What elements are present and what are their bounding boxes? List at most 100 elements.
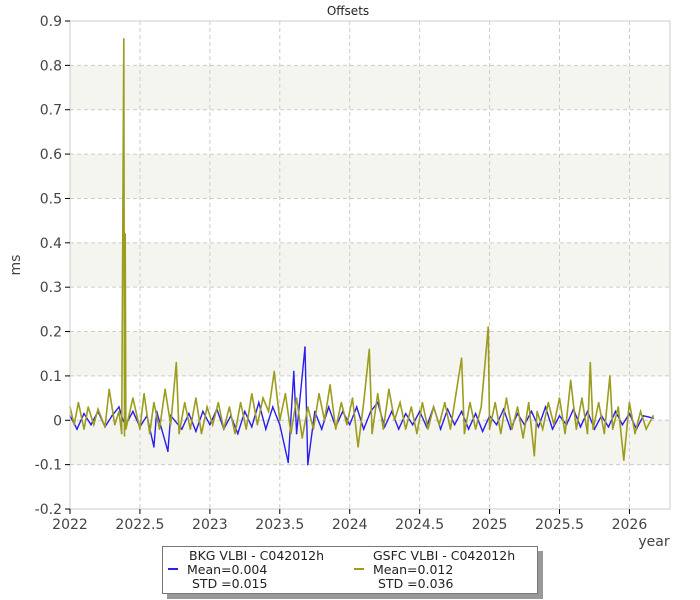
legend-swatch-bkg xyxy=(168,568,178,570)
data-point xyxy=(460,410,463,413)
x-tick-label: 2026 xyxy=(612,517,648,533)
data-point xyxy=(123,435,126,437)
data-point xyxy=(621,423,624,426)
data-point xyxy=(290,432,292,435)
data-point xyxy=(83,412,85,415)
data-point xyxy=(581,397,583,399)
data-point xyxy=(455,392,457,395)
data-point xyxy=(444,401,446,404)
data-point xyxy=(340,401,343,404)
data-point xyxy=(189,428,192,430)
data-point xyxy=(175,361,178,364)
y-tick-label: 0.9 xyxy=(40,14,62,30)
data-point xyxy=(617,406,620,408)
data-point xyxy=(245,428,248,430)
data-point xyxy=(597,401,600,404)
data-point xyxy=(122,419,124,422)
data-point xyxy=(183,401,186,404)
data-point xyxy=(258,401,260,404)
x-tick-label: 2023 xyxy=(192,517,228,533)
data-point xyxy=(306,406,309,408)
data-point xyxy=(553,423,555,426)
data-point xyxy=(623,459,625,462)
data-point xyxy=(113,423,116,426)
data-point xyxy=(522,437,524,439)
y-tick-label: 0.4 xyxy=(40,236,62,252)
data-point xyxy=(589,361,592,364)
y-axis-label: ms xyxy=(8,255,24,276)
chart-title: Offsets xyxy=(327,4,369,18)
series-line-bkg xyxy=(69,347,654,465)
y-tick-label: 0.2 xyxy=(40,325,62,341)
data-point xyxy=(323,419,326,422)
data-point xyxy=(639,410,642,413)
y-tick-label: -0.1 xyxy=(35,458,62,474)
data-point xyxy=(494,401,496,404)
data-point xyxy=(239,401,242,404)
data-point xyxy=(453,423,456,426)
data-point xyxy=(237,432,239,435)
data-point xyxy=(488,428,491,430)
data-point xyxy=(362,401,365,404)
x-tick-label: 2022.5 xyxy=(115,517,164,533)
data-point xyxy=(295,397,298,399)
data-point xyxy=(312,428,315,430)
data-point xyxy=(167,450,169,453)
x-tick-label: 2024.5 xyxy=(395,517,444,533)
y-tick-label: -0.2 xyxy=(35,502,62,518)
data-point xyxy=(438,423,441,426)
data-point xyxy=(575,428,578,430)
data-point xyxy=(217,401,220,404)
data-point xyxy=(469,401,471,404)
data-point xyxy=(90,423,92,426)
data-point xyxy=(318,392,320,395)
data-point xyxy=(202,410,204,413)
data-point xyxy=(295,432,298,435)
data-point xyxy=(118,406,120,408)
series-line-gsfc xyxy=(69,38,654,461)
data-point xyxy=(251,392,253,395)
data-point xyxy=(329,383,331,386)
data-point xyxy=(256,423,259,426)
data-point xyxy=(421,401,424,404)
data-point xyxy=(320,428,323,430)
x-tick-label: 2022 xyxy=(52,517,88,533)
data-point xyxy=(87,406,89,408)
data-point xyxy=(505,397,508,399)
data-point xyxy=(132,410,134,413)
data-point xyxy=(537,426,540,428)
data-point xyxy=(188,412,190,415)
data-point xyxy=(278,423,281,426)
data-point xyxy=(181,428,183,430)
data-point xyxy=(499,432,502,435)
data-point xyxy=(607,426,610,428)
data-point xyxy=(544,406,547,408)
data-point xyxy=(234,432,236,435)
data-point xyxy=(292,370,295,373)
legend-std-gsfc: STD =0.036 xyxy=(378,576,454,591)
data-point xyxy=(143,392,145,395)
data-point xyxy=(265,428,267,430)
legend-name-gsfc: GSFC VLBI - C042012h xyxy=(373,548,516,563)
y-tick-label: 0 xyxy=(53,413,62,429)
data-point xyxy=(108,388,110,391)
data-point xyxy=(399,401,401,404)
data-point xyxy=(306,463,309,466)
data-point xyxy=(284,392,287,395)
data-point xyxy=(206,406,208,408)
data-point xyxy=(614,410,617,413)
data-point xyxy=(474,412,477,415)
data-point xyxy=(547,401,550,404)
x-tick-label: 2025 xyxy=(472,517,508,533)
data-point xyxy=(301,437,303,439)
data-point xyxy=(495,423,498,426)
data-point xyxy=(153,401,155,404)
data-point xyxy=(77,401,80,404)
data-point xyxy=(327,406,330,408)
data-point xyxy=(169,423,172,426)
data-point xyxy=(73,423,75,426)
data-point xyxy=(449,428,452,430)
y-tick-label: 0.3 xyxy=(40,280,62,296)
data-point xyxy=(304,346,306,348)
